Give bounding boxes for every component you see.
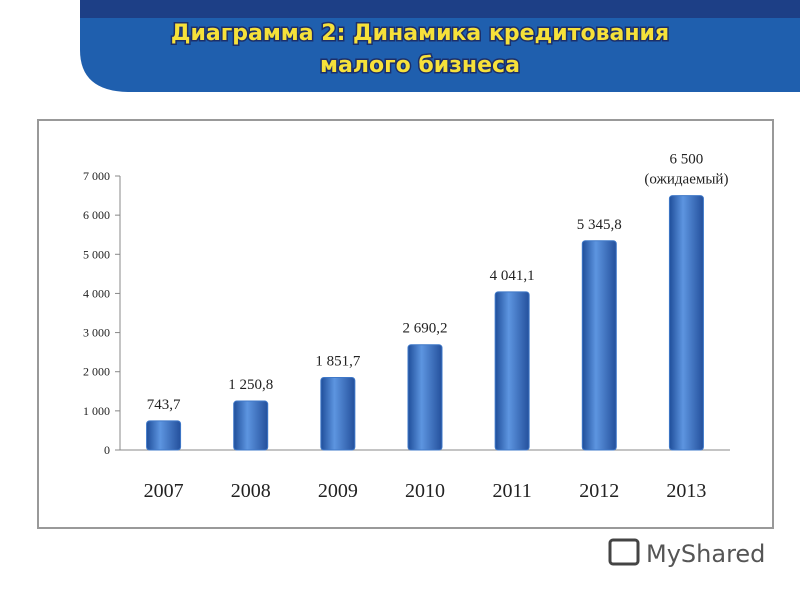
value-label: 5 345,8 bbox=[577, 217, 622, 233]
chart-title: малого бизнеса bbox=[320, 53, 520, 78]
x-tick-label: 2009 bbox=[318, 480, 358, 502]
value-label: 2 690,2 bbox=[403, 321, 448, 337]
x-tick-label: 2007 bbox=[144, 480, 184, 502]
y-tick-label: 4 000 bbox=[83, 286, 110, 300]
y-tick-label: 3 000 bbox=[83, 326, 110, 340]
x-tick-label: 2010 bbox=[405, 480, 445, 502]
bar bbox=[494, 291, 530, 451]
x-tick-label: 2013 bbox=[666, 480, 706, 502]
y-tick-label: 7 000 bbox=[83, 169, 110, 183]
y-tick-label: 5 000 bbox=[83, 247, 110, 261]
y-tick-label: 6 000 bbox=[83, 208, 110, 222]
logo-icon bbox=[608, 538, 640, 566]
bar bbox=[581, 240, 617, 451]
y-tick-label: 0 bbox=[104, 443, 110, 457]
bar bbox=[668, 195, 704, 451]
value-label: 6 500 (ожидаемый) bbox=[644, 152, 728, 188]
value-label: 743,7 bbox=[147, 397, 181, 413]
y-tick-label: 1 000 bbox=[83, 404, 110, 418]
value-label: 1 851,7 bbox=[315, 354, 361, 370]
bar bbox=[407, 344, 443, 451]
header-strip bbox=[80, 0, 800, 18]
x-tick-label: 2012 bbox=[579, 480, 619, 502]
chart-frame bbox=[37, 119, 774, 529]
x-tick-label: 2011 bbox=[493, 480, 532, 502]
value-label: 1 250,8 bbox=[228, 377, 273, 393]
logo-text: MyShared bbox=[646, 540, 765, 568]
value-label: 4 041,1 bbox=[490, 268, 535, 284]
x-tick-label: 2008 bbox=[231, 480, 271, 502]
bar bbox=[146, 420, 182, 451]
bar bbox=[233, 400, 269, 451]
y-tick-label: 2 000 bbox=[83, 365, 110, 379]
header-band bbox=[80, 18, 800, 92]
bar bbox=[320, 377, 356, 451]
logo: MyShared bbox=[608, 538, 765, 568]
chart-title: Диаграмма 2: Динамика кредитования bbox=[171, 21, 669, 46]
